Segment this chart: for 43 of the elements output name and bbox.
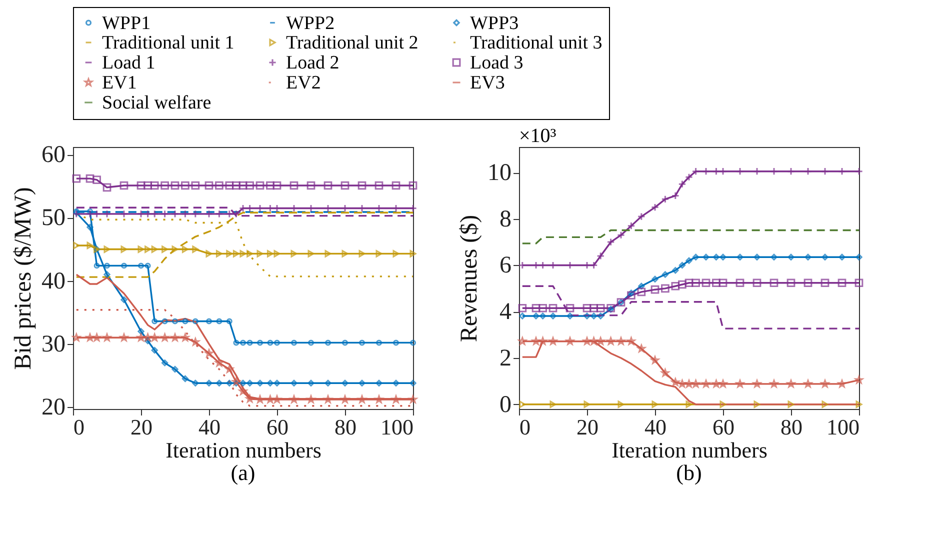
x-tick-label: 80 xyxy=(334,414,356,440)
text: ×10³ xyxy=(519,125,556,147)
x-axis-title: Iteration numbers xyxy=(166,438,322,462)
x-tick-label: 40 xyxy=(644,414,666,440)
legend-label: EV3 xyxy=(470,72,505,94)
x-tick-label: 60 xyxy=(266,414,288,440)
legend-label: Load 3 xyxy=(470,52,524,74)
legend-label: WPP2 xyxy=(286,12,335,34)
y-tick-label: 2 xyxy=(500,345,512,372)
x-tick-label: 40 xyxy=(198,414,220,440)
legend-label: Traditional unit 2 xyxy=(286,32,418,54)
y-tick-label: 30 xyxy=(42,331,66,358)
x-tick-label: 60 xyxy=(712,414,734,440)
x-tick-label: 20 xyxy=(130,414,152,440)
legend-label: Load 2 xyxy=(286,52,340,74)
y-tick-label: 40 xyxy=(42,268,66,294)
x-tick-label: 100 xyxy=(826,414,860,440)
x-tick-label: 80 xyxy=(780,414,802,440)
y-tick-label: 20 xyxy=(42,394,66,421)
legend-label: EV1 xyxy=(102,72,137,94)
x-axis-title: Iteration numbers xyxy=(612,438,768,462)
y-tick-label: 10 xyxy=(488,160,512,186)
x-tick-label: 0 xyxy=(74,414,84,440)
legend-label: WPP3 xyxy=(470,12,519,34)
x-tick-label: 20 xyxy=(576,414,598,440)
legend-label: Social welfare xyxy=(102,92,212,114)
legend-label: Traditional unit 1 xyxy=(102,32,234,54)
text: (a) xyxy=(230,460,256,485)
legend-label: WPP1 xyxy=(102,12,151,34)
legend-label: Load 1 xyxy=(102,52,156,74)
y-tick-label: 8 xyxy=(500,206,512,232)
y-tick-label: 0 xyxy=(500,392,512,418)
y-axis-title: Bid prices ($/MW) xyxy=(10,187,36,370)
y-tick-label: 60 xyxy=(42,142,66,168)
y-tick-label: 6 xyxy=(500,252,512,279)
x-tick-label: 0 xyxy=(520,414,530,440)
x-tick-label: 100 xyxy=(380,414,414,440)
text: (b) xyxy=(676,460,702,485)
y-axis-title: Revenues ($) xyxy=(456,214,482,342)
y-tick-label: 50 xyxy=(42,205,66,232)
y-tick-label: 4 xyxy=(500,299,512,326)
legend-label: Traditional unit 3 xyxy=(470,32,602,54)
legend-label: EV2 xyxy=(286,72,321,94)
